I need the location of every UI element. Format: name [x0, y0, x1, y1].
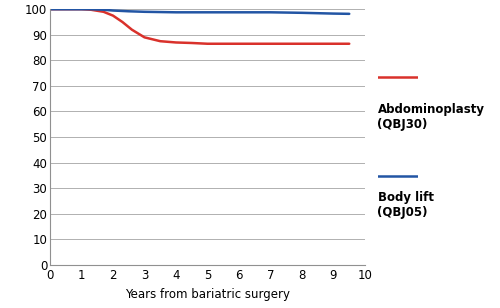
- Text: Body lift
(QBJ05): Body lift (QBJ05): [378, 191, 434, 219]
- X-axis label: Years from bariatric surgery: Years from bariatric surgery: [125, 288, 290, 301]
- Text: Abdominoplasty
(QBJ30): Abdominoplasty (QBJ30): [378, 103, 484, 131]
